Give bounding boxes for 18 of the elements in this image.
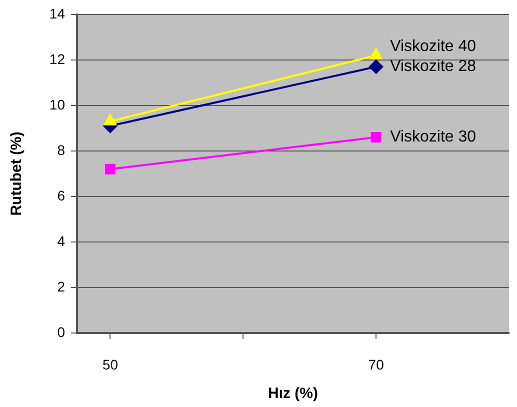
y-tick-label: 6: [57, 187, 66, 204]
y-tick-label: 8: [57, 142, 66, 158]
series-label: Viskozite 40: [390, 38, 476, 56]
x-axis-title: Hız (%): [268, 385, 318, 402]
series-label: Viskozite 28: [390, 58, 476, 76]
point: [370, 132, 382, 143]
y-tick-label: 10: [49, 96, 66, 112]
x-tick-label: 70: [368, 356, 384, 372]
y-tick-label: 2: [57, 278, 66, 294]
y-axis-title: Rutubet (%): [8, 132, 26, 216]
point: [104, 164, 116, 174]
x-tick-label: 50: [102, 356, 118, 372]
y-tick-label: 4: [57, 232, 66, 249]
series-label: Viskozite 30: [390, 128, 476, 146]
y-tick-label: 14: [49, 5, 66, 22]
point: [369, 60, 384, 74]
y-tick-label: 0: [57, 324, 66, 340]
y-tick-label: 12: [49, 50, 66, 67]
